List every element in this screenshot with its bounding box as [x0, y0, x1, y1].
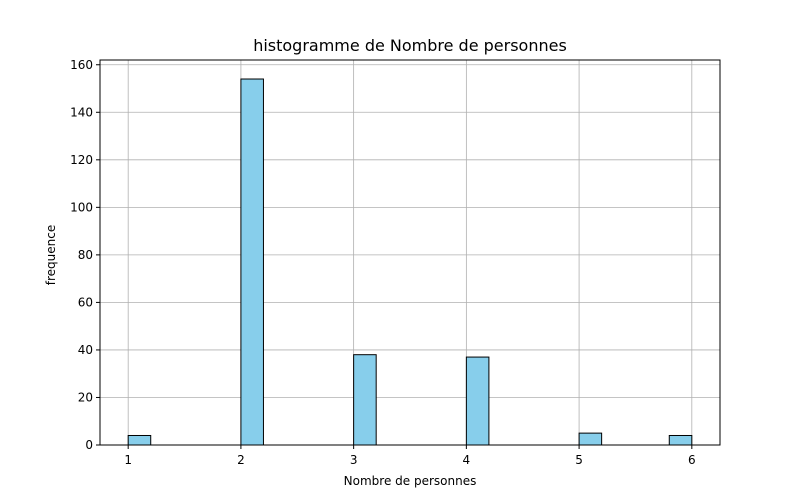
- x-tick-label: 2: [237, 453, 245, 467]
- chart-title: histogramme de Nombre de personnes: [253, 36, 567, 55]
- y-tick-label: 40: [78, 343, 93, 357]
- plot-frame: [99, 59, 721, 446]
- bars-group: [127, 78, 693, 446]
- y-tick-label: 140: [70, 105, 93, 119]
- grid-lines: [100, 60, 720, 446]
- histogram-bar: [240, 78, 264, 446]
- y-tick-label: 60: [78, 295, 93, 309]
- y-tick-label: 100: [70, 200, 93, 214]
- x-tick-label: 4: [463, 453, 471, 467]
- x-axis-label: Nombre de personnes: [344, 474, 477, 488]
- histogram-bar: [668, 434, 693, 446]
- y-axis-ticks: 0 20 40 60 80 100 120 140 160: [70, 58, 100, 452]
- x-tick-label: 5: [575, 453, 583, 467]
- histogram-bar: [578, 432, 603, 446]
- x-axis-ticks: 1 2 3 4 5 6: [124, 445, 696, 467]
- y-tick-label: 0: [85, 438, 93, 452]
- histogram-bar: [353, 354, 377, 446]
- x-tick-label: 3: [350, 453, 358, 467]
- y-tick-label: 120: [70, 153, 93, 167]
- histogram-bar: [465, 356, 490, 446]
- y-tick-label: 20: [78, 390, 93, 404]
- histogram-bar: [127, 434, 152, 446]
- x-tick-label: 1: [124, 453, 132, 467]
- x-tick-label: 6: [688, 453, 696, 467]
- y-tick-label: 80: [78, 248, 93, 262]
- y-tick-label: 160: [70, 58, 93, 72]
- y-axis-label: frequence: [44, 225, 58, 285]
